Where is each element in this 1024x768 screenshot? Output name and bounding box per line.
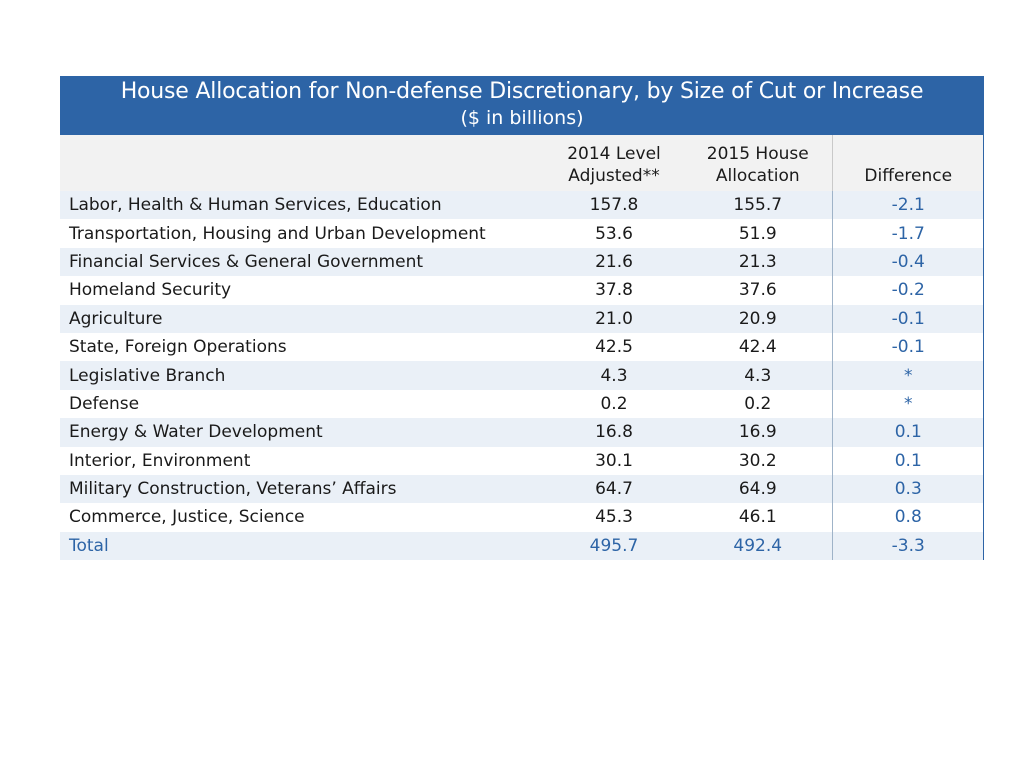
- table-row: State, Foreign Operations 42.5 42.4 -0.1: [60, 332, 984, 362]
- header-2015-allocation: 2015 House Allocation: [684, 135, 832, 191]
- header-2014-level: 2014 Level Adjusted**: [544, 135, 684, 191]
- row-2015-allocation: 492.4: [684, 531, 832, 561]
- table-row: Labor, Health & Human Services, Educatio…: [60, 191, 984, 220]
- row-label: State, Foreign Operations: [60, 332, 544, 362]
- row-2015-allocation: 21.3: [684, 247, 832, 277]
- row-difference: *: [831, 361, 984, 390]
- table-title: House Allocation for Non-defense Discret…: [120, 79, 924, 104]
- table-title-bar: House Allocation for Non-defense Discret…: [60, 76, 984, 135]
- row-2015-allocation: 51.9: [684, 219, 832, 248]
- table-row: Agriculture 21.0 20.9 -0.1: [60, 304, 984, 333]
- row-2015-allocation: 16.9: [684, 418, 832, 447]
- row-2015-allocation: 155.7: [684, 191, 832, 220]
- row-label: Commerce, Justice, Science: [60, 503, 544, 532]
- row-2014-level: 16.8: [544, 418, 684, 447]
- row-2014-level: 157.8: [544, 191, 684, 220]
- row-difference: 0.8: [831, 503, 984, 532]
- header-2014-line1: 2014 Level: [567, 144, 661, 164]
- table-row: Legislative Branch 4.3 4.3 *: [60, 361, 984, 390]
- total-row: Total 495.7 492.4 -3.3: [60, 531, 984, 561]
- row-difference: 0.3: [831, 474, 984, 504]
- row-2014-level: 30.1: [544, 446, 684, 475]
- row-2015-allocation: 37.6: [684, 276, 832, 305]
- row-2015-allocation: 42.4: [684, 332, 832, 362]
- row-label: Energy & Water Development: [60, 418, 544, 447]
- table-row: Interior, Environment 30.1 30.2 0.1: [60, 446, 984, 475]
- row-2015-allocation: 20.9: [684, 304, 832, 333]
- row-label: Agriculture: [60, 304, 544, 333]
- table-row: Financial Services & General Government 2…: [60, 247, 984, 277]
- row-label: Military Construction, Veterans’ Affairs: [60, 474, 544, 504]
- row-difference: 0.1: [831, 418, 984, 447]
- row-label: Homeland Security: [60, 276, 544, 305]
- row-2014-level: 37.8: [544, 276, 684, 305]
- header-difference: Difference: [831, 135, 984, 191]
- header-row: 2014 Level Adjusted** 2015 House Allocat…: [60, 135, 984, 191]
- row-label: Total: [60, 531, 544, 561]
- row-2014-level: 0.2: [544, 389, 684, 419]
- row-label: Labor, Health & Human Services, Educatio…: [60, 191, 544, 220]
- row-2015-allocation: 4.3: [684, 361, 832, 390]
- row-label: Defense: [60, 389, 544, 419]
- row-2015-allocation: 30.2: [684, 446, 832, 475]
- row-2014-level: 495.7: [544, 531, 684, 561]
- row-label: Transportation, Housing and Urban Develo…: [60, 219, 544, 248]
- data-table: 2014 Level Adjusted** 2015 House Allocat…: [60, 135, 984, 561]
- row-difference: -0.4: [831, 247, 984, 277]
- row-2014-level: 53.6: [544, 219, 684, 248]
- table-row: Energy & Water Development 16.8 16.9 0.1: [60, 418, 984, 447]
- table-row: Transportation, Housing and Urban Develo…: [60, 219, 984, 248]
- row-2015-allocation: 46.1: [684, 503, 832, 532]
- row-label: Financial Services & General Government: [60, 247, 544, 277]
- row-2014-level: 45.3: [544, 503, 684, 532]
- header-2014-line2: Adjusted**: [568, 166, 660, 186]
- row-difference: -0.2: [831, 276, 984, 305]
- row-2014-level: 64.7: [544, 474, 684, 504]
- table-row: Military Construction, Veterans’ Affairs…: [60, 474, 984, 504]
- row-2014-level: 4.3: [544, 361, 684, 390]
- row-difference: -2.1: [831, 191, 984, 220]
- row-2014-level: 21.6: [544, 247, 684, 277]
- row-label: Interior, Environment: [60, 446, 544, 475]
- row-label: Legislative Branch: [60, 361, 544, 390]
- row-2015-allocation: 0.2: [684, 389, 832, 419]
- row-difference: 0.1: [831, 446, 984, 475]
- header-blank: [60, 135, 544, 191]
- row-difference: -3.3: [831, 531, 984, 561]
- table-subtitle: ($ in billions): [460, 107, 584, 129]
- table-row: Homeland Security 37.8 37.6 -0.2: [60, 276, 984, 305]
- header-2015-line2: Allocation: [715, 166, 800, 186]
- allocation-table: House Allocation for Non-defense Discret…: [60, 76, 984, 561]
- row-2014-level: 21.0: [544, 304, 684, 333]
- table-right-border: [983, 135, 984, 561]
- row-difference: -0.1: [831, 304, 984, 333]
- row-difference: *: [831, 389, 984, 419]
- table-row: Defense 0.2 0.2 *: [60, 389, 984, 419]
- table-row: Commerce, Justice, Science 45.3 46.1 0.8: [60, 503, 984, 532]
- header-2015-line1: 2015 House: [706, 144, 809, 164]
- row-2014-level: 42.5: [544, 332, 684, 362]
- row-2015-allocation: 64.9: [684, 474, 832, 504]
- row-difference: -0.1: [831, 332, 984, 362]
- row-difference: -1.7: [831, 219, 984, 248]
